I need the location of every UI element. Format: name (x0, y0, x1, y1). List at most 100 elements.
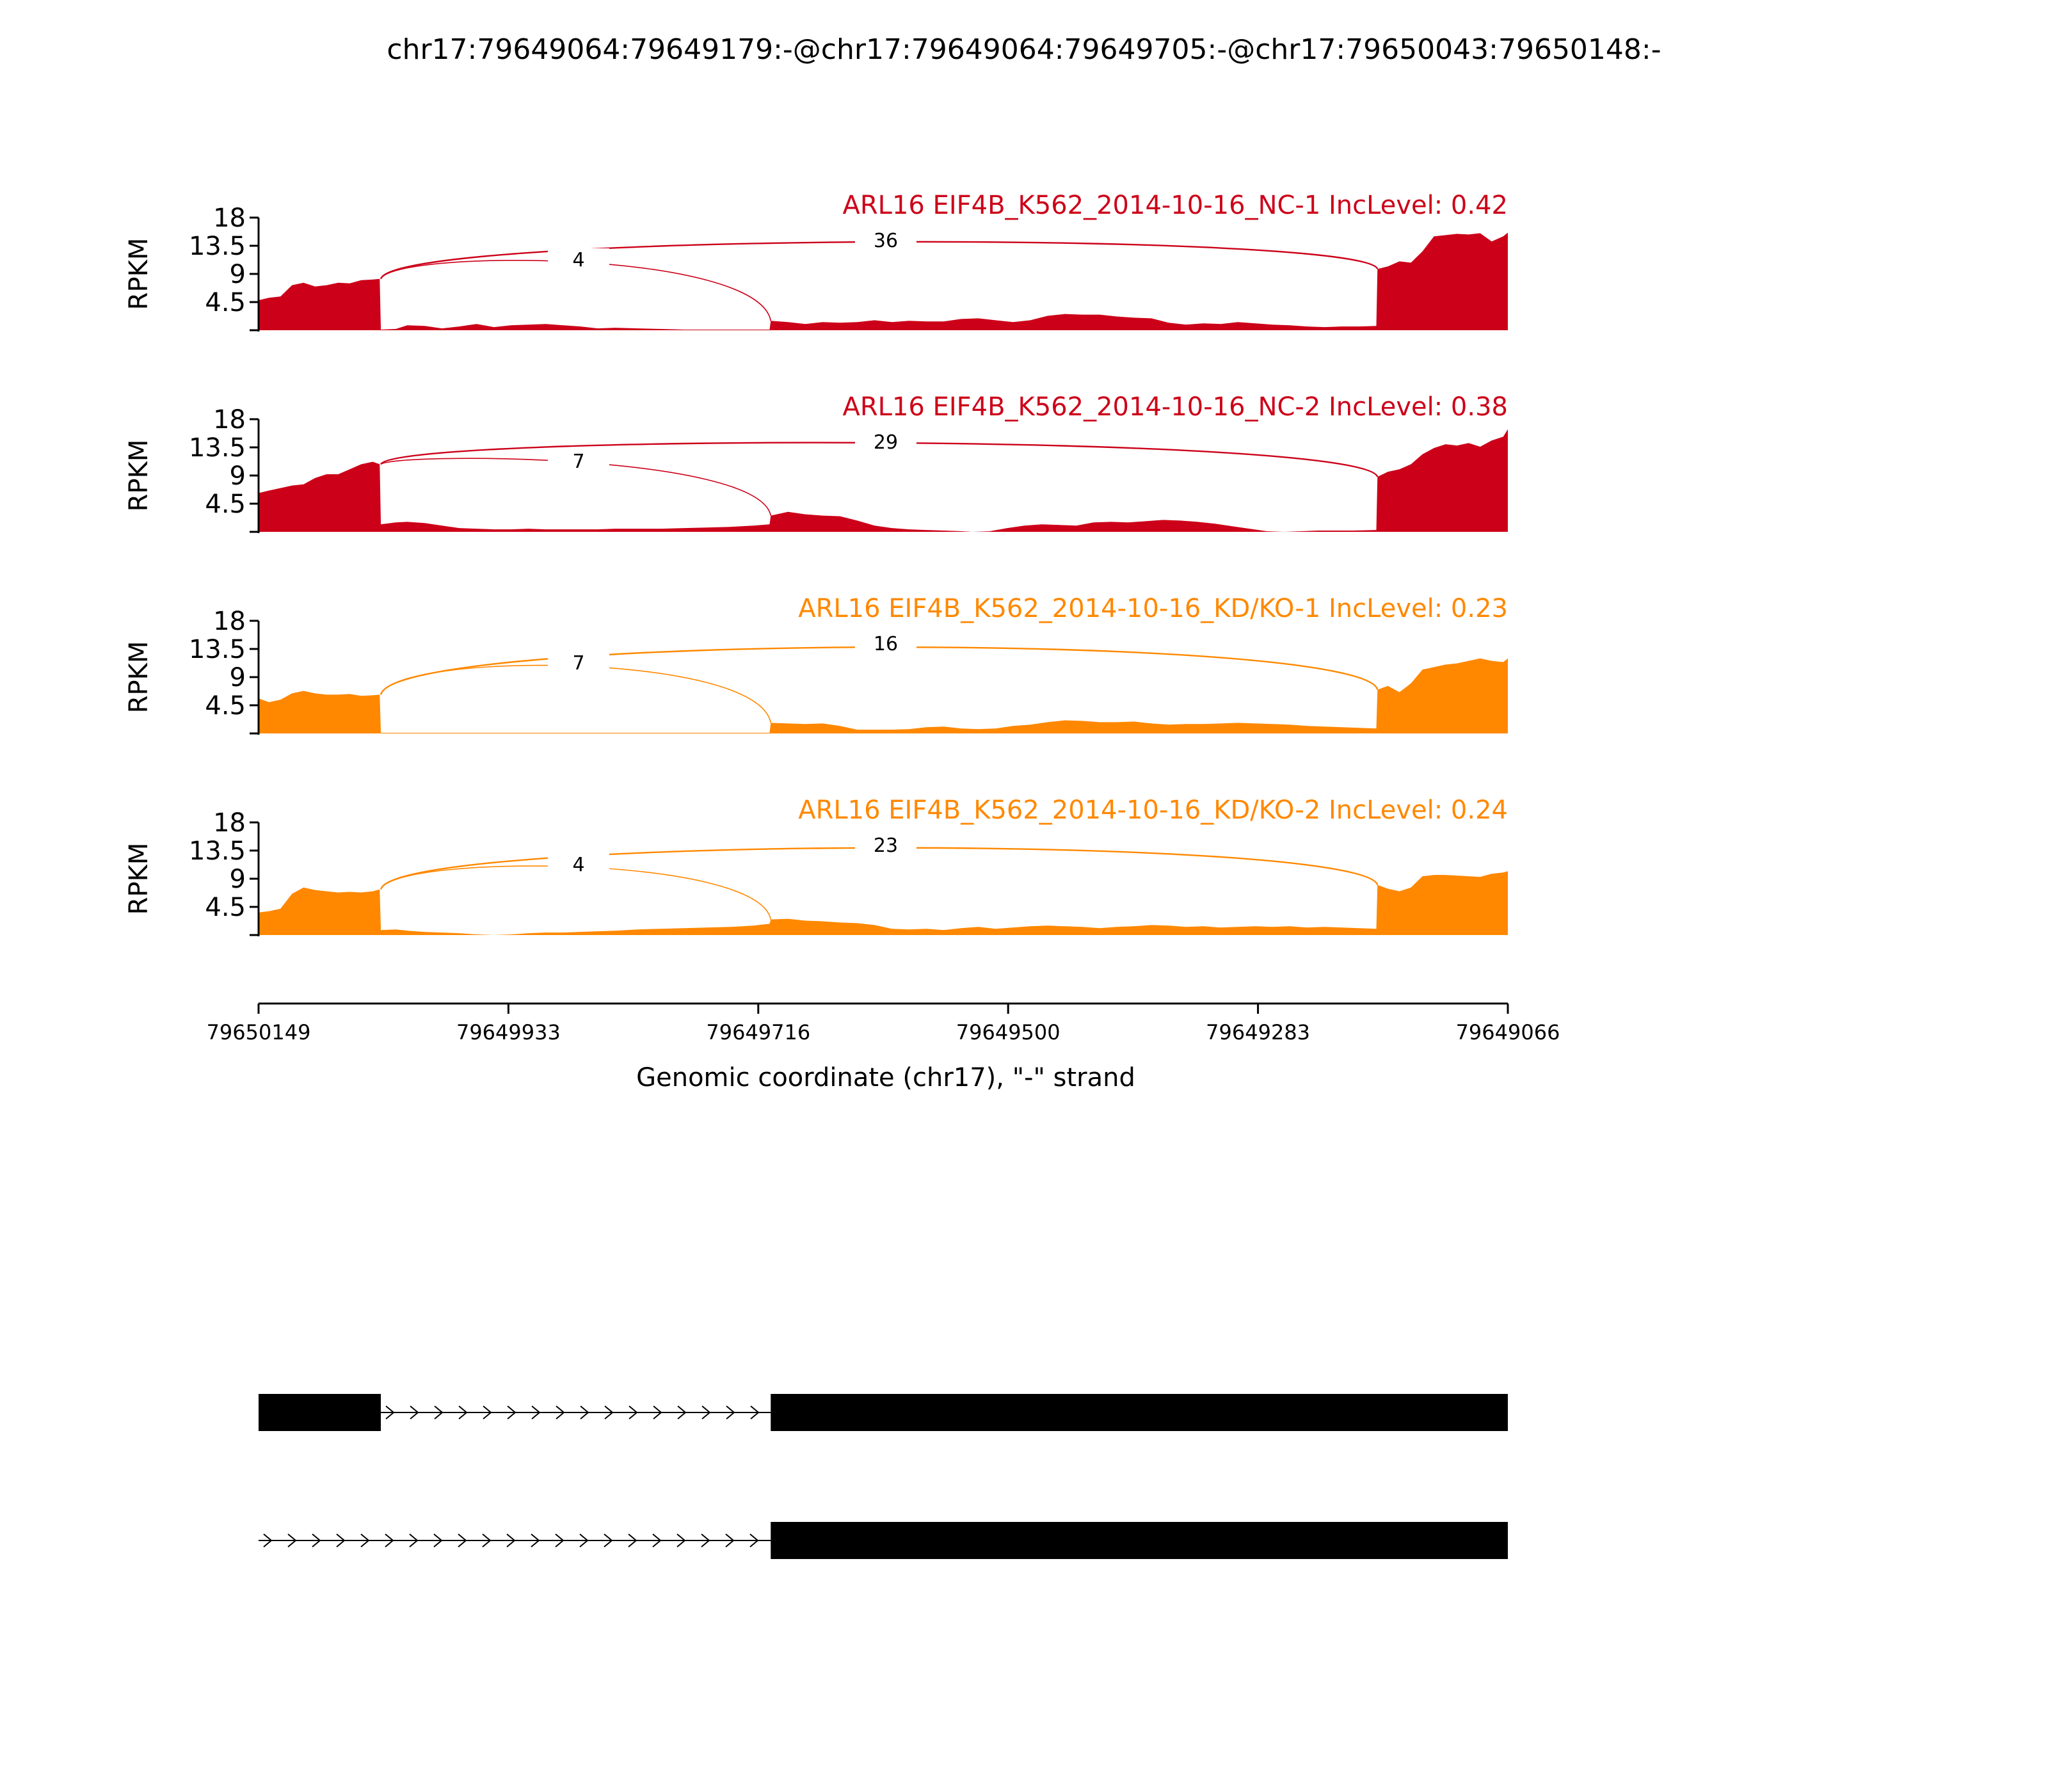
intron-chevron (360, 1533, 370, 1548)
coverage-area (259, 658, 1508, 733)
junction-count: 23 (874, 835, 898, 857)
y-tick-label: 9 (230, 260, 246, 289)
intron-chevron (531, 1405, 541, 1420)
x-tick-label: 79649933 (456, 1020, 561, 1044)
x-tick-label: 79649283 (1206, 1020, 1310, 1044)
track-title: ARL16 EIF4B_K562_2014-10-16_KD/KO-2 IncL… (798, 796, 1508, 825)
isoform-2 (259, 1522, 1508, 1559)
y-tick-label: 18 (213, 204, 246, 233)
intron-chevron (506, 1533, 516, 1548)
coverage-area (259, 429, 1508, 532)
junction-count-background (548, 248, 609, 270)
y-tick-label: 13.5 (189, 635, 246, 664)
intron-chevron (385, 1405, 395, 1420)
junction-count-background (548, 652, 609, 673)
junction-count: 36 (874, 230, 898, 252)
intron-chevron (434, 1405, 444, 1420)
intron-chevron (653, 1405, 662, 1420)
y-axis-label: RPKM (124, 238, 154, 310)
intron-chevron (604, 1533, 613, 1548)
y-tick-label: 4.5 (205, 490, 246, 519)
intron-chevron (507, 1405, 516, 1420)
junction-count: 7 (572, 652, 584, 675)
intron-chevron (701, 1533, 710, 1548)
y-axis-label: RPKM (124, 641, 154, 714)
intron-chevron (701, 1405, 711, 1420)
y-tick-label: 18 (213, 607, 246, 636)
y-tick-label: 9 (230, 663, 246, 692)
exon-block (771, 1522, 1508, 1559)
x-axis: Genomic coordinate (chr17), "-" strand 7… (207, 1002, 1560, 1092)
x-tick-label: 79649066 (1456, 1020, 1560, 1044)
intron-chevron (750, 1405, 760, 1420)
intron-chevron (725, 1533, 735, 1548)
intron-chevron (556, 1405, 565, 1420)
intron-chevron (604, 1405, 614, 1420)
y-tick-label: 13.5 (189, 836, 246, 866)
intron-chevron (458, 1405, 468, 1420)
x-tick-label: 79650149 (207, 1020, 311, 1044)
junction-count-background (548, 853, 609, 875)
isoform-1 (259, 1394, 1508, 1431)
intron-chevron (433, 1533, 443, 1548)
y-tick-label: 4.5 (205, 893, 246, 922)
intron-chevron (726, 1405, 735, 1420)
y-tick-label: 18 (213, 405, 246, 435)
y-axis-label: RPKM (124, 440, 154, 512)
y-tick-label: 9 (230, 865, 246, 894)
intron-chevron (483, 1405, 492, 1420)
intron-chevron (555, 1533, 564, 1548)
y-tick-label: 4.5 (205, 288, 246, 317)
y-tick-label: 4.5 (205, 691, 246, 721)
y-axis-label: RPKM (124, 843, 154, 915)
intron-chevron (531, 1533, 540, 1548)
junction-count: 7 (572, 451, 584, 473)
intron-chevron (410, 1405, 419, 1420)
isoform-models (259, 1394, 1508, 1559)
figure-title: chr17:79649064:79649179:-@chr17:79649064… (387, 33, 1661, 66)
intron-chevron (336, 1533, 346, 1548)
junction-count: 29 (874, 431, 898, 454)
y-tick-label: 13.5 (189, 433, 246, 463)
junction-count-background (855, 834, 916, 856)
intron-chevron (287, 1533, 297, 1548)
junction-count: 4 (572, 854, 584, 876)
intron-chevron (580, 1405, 589, 1420)
exon-block (771, 1394, 1508, 1431)
junction-count-background (855, 632, 916, 654)
x-tick-label: 79649716 (706, 1020, 810, 1044)
coverage-area (259, 871, 1508, 935)
track-title: ARL16 EIF4B_K562_2014-10-16_KD/KO-1 IncL… (798, 594, 1508, 623)
intron-chevron (458, 1533, 467, 1548)
x-tick-label: 79649500 (956, 1020, 1060, 1044)
junction-count: 4 (572, 249, 584, 271)
intron-chevron (385, 1533, 394, 1548)
coverage-area (259, 232, 1508, 330)
junction-count-background (855, 229, 916, 251)
intron-chevron (628, 1405, 638, 1420)
junction-count-background (855, 431, 916, 452)
intron-chevron (628, 1533, 637, 1548)
intron-chevron (579, 1533, 589, 1548)
junction-count-background (548, 450, 609, 472)
intron-chevron (263, 1533, 273, 1548)
intron-chevron (676, 1533, 686, 1548)
intron-chevron (677, 1405, 687, 1420)
intron-chevron (312, 1533, 321, 1548)
y-tick-label: 13.5 (189, 232, 246, 261)
track-title: ARL16 EIF4B_K562_2014-10-16_NC-2 IncLeve… (843, 392, 1508, 422)
intron-chevron (652, 1533, 662, 1548)
intron-chevron (482, 1533, 492, 1548)
y-tick-label: 18 (213, 808, 246, 838)
x-axis-label: Genomic coordinate (chr17), "-" strand (636, 1063, 1135, 1092)
y-tick-label: 9 (230, 461, 246, 491)
track-title: ARL16 EIF4B_K562_2014-10-16_NC-1 IncLeve… (843, 191, 1508, 220)
intron-chevron (409, 1533, 419, 1548)
junction-count: 16 (874, 633, 898, 655)
intron-chevron (749, 1533, 759, 1548)
